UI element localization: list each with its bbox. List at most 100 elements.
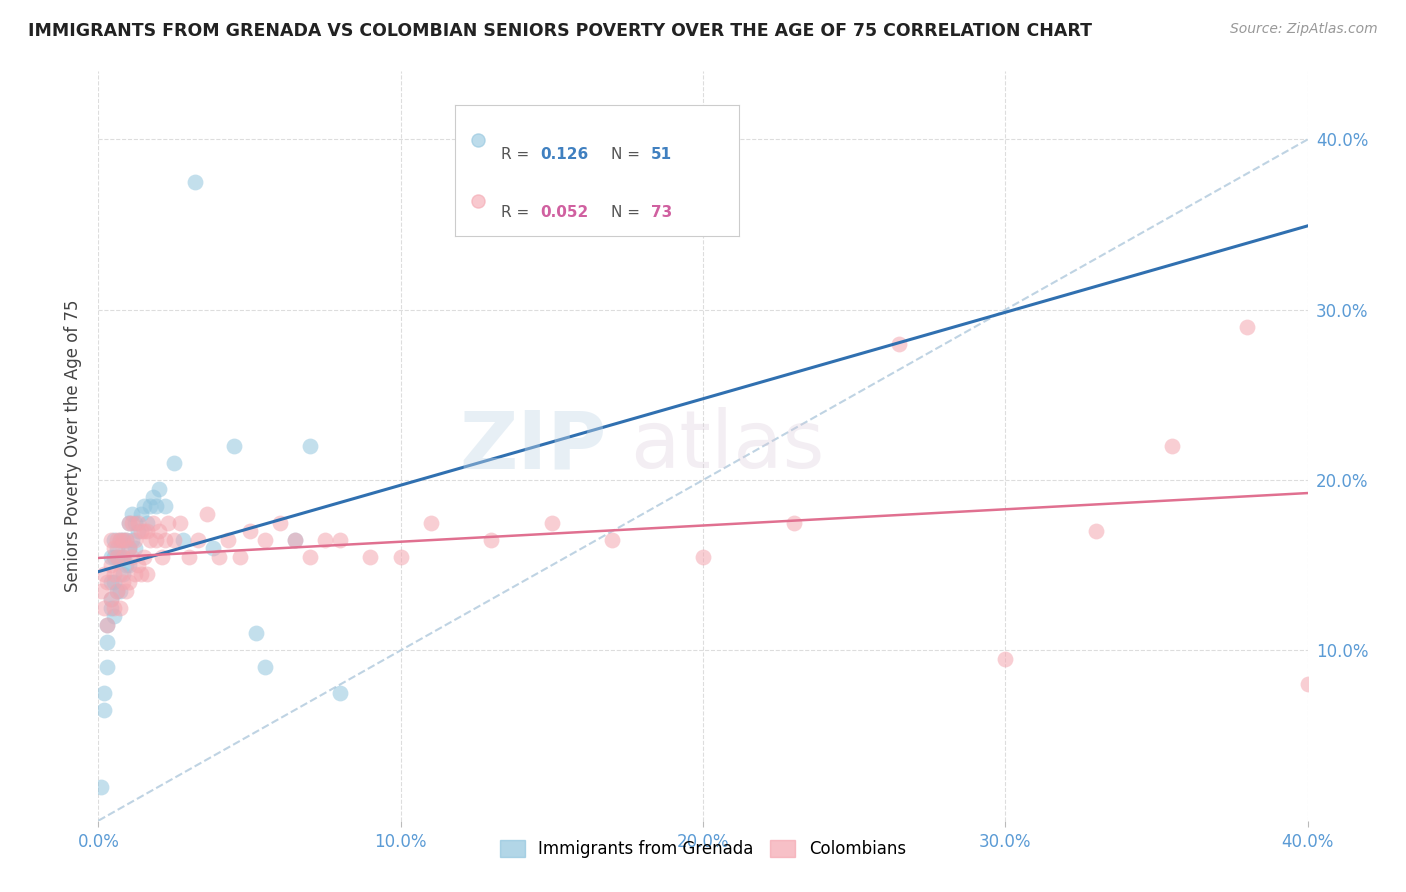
Point (195, 507, 218, 521)
Point (172, 533, 194, 547)
Point (100, 592, 122, 607)
Point (208, 549, 231, 564)
Point (127, 524, 149, 538)
Point (114, 558, 136, 573)
Point (124, 541, 146, 556)
Point (105, 549, 128, 564)
Point (111, 533, 134, 547)
Point (132, 524, 155, 538)
Point (148, 524, 170, 538)
Point (105, 583, 128, 598)
Point (129, 566, 152, 581)
Point (129, 524, 152, 538)
Point (420, 516, 443, 530)
Point (602, 533, 624, 547)
Point (127, 516, 149, 530)
Y-axis label: Seniors Poverty Over the Age of 75: Seniors Poverty Over the Age of 75 (65, 300, 83, 592)
Point (111, 549, 134, 564)
Point (111, 549, 134, 564)
Point (103, 600, 125, 615)
Point (145, 533, 167, 547)
Point (108, 533, 131, 547)
Text: ZIP: ZIP (458, 407, 606, 485)
Point (108, 600, 131, 615)
Point (1160, 439, 1182, 453)
Point (121, 516, 143, 530)
Point (93, 600, 115, 615)
Point (163, 533, 186, 547)
Point (127, 558, 149, 573)
Point (142, 490, 165, 504)
Point (103, 541, 125, 556)
Point (1296, 677, 1319, 691)
Point (153, 499, 176, 513)
Point (124, 533, 146, 547)
Point (93, 566, 115, 581)
Point (121, 549, 143, 564)
Point (145, 499, 167, 513)
Point (245, 626, 267, 640)
Point (135, 524, 157, 538)
Point (103, 566, 125, 581)
Point (139, 533, 162, 547)
Point (105, 549, 128, 564)
Text: Source: ZipAtlas.com: Source: ZipAtlas.com (1230, 22, 1378, 37)
Point (132, 549, 155, 564)
Point (100, 600, 122, 615)
Point (224, 439, 246, 453)
Point (389, 549, 412, 564)
Point (90, 583, 112, 598)
Point (96, 617, 118, 632)
Point (111, 575, 134, 590)
Point (100, 575, 122, 590)
Point (93, 703, 115, 717)
Point (108, 549, 131, 564)
Point (100, 558, 122, 573)
Point (202, 541, 225, 556)
Point (889, 336, 911, 351)
Point (114, 583, 136, 598)
Point (111, 533, 134, 547)
Point (100, 592, 122, 607)
Point (329, 533, 352, 547)
Point (108, 533, 131, 547)
Point (163, 456, 186, 470)
Point (299, 549, 322, 564)
Point (179, 549, 201, 564)
Point (121, 533, 143, 547)
Point (93, 686, 115, 700)
Point (481, 533, 503, 547)
Point (153, 533, 176, 547)
Point (111, 566, 134, 581)
Point (108, 583, 131, 598)
Point (132, 499, 155, 513)
Point (187, 533, 209, 547)
Point (103, 549, 125, 564)
Point (105, 583, 128, 598)
Point (103, 575, 125, 590)
Point (118, 558, 141, 573)
Point (96, 635, 118, 649)
Point (124, 516, 146, 530)
Point (284, 533, 307, 547)
Point (135, 566, 157, 581)
Point (105, 533, 128, 547)
Point (692, 549, 714, 564)
Point (269, 516, 291, 530)
Point (783, 516, 806, 530)
Point (96, 575, 118, 590)
Point (118, 541, 141, 556)
Point (142, 516, 165, 530)
Point (114, 533, 136, 547)
Point (156, 516, 179, 530)
Point (105, 541, 128, 556)
Legend: Immigrants from Grenada, Colombians: Immigrants from Grenada, Colombians (494, 833, 912, 864)
Point (253, 533, 276, 547)
Point (1085, 524, 1108, 538)
Point (239, 524, 262, 538)
Point (360, 549, 382, 564)
Point (135, 516, 157, 530)
Point (100, 549, 122, 564)
Point (100, 533, 122, 547)
Point (994, 652, 1017, 666)
